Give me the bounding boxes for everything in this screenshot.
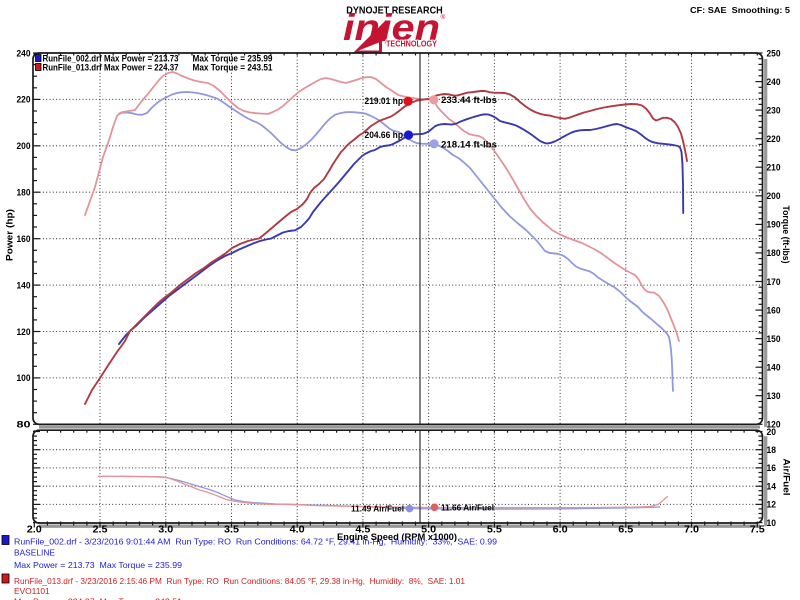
svg-text:16: 16 [767,463,777,473]
svg-text:TECHNOLOGY: TECHNOLOGY [386,38,437,48]
svg-text:180: 180 [17,188,31,198]
svg-text:14: 14 [767,481,777,491]
svg-text:219.01 hp: 219.01 hp [365,96,404,106]
svg-text:220: 220 [767,134,781,144]
svg-text:4.0: 4.0 [290,525,305,536]
svg-text:6.5: 6.5 [618,525,633,536]
svg-text:RunFile_002.drf Max Power = 21: RunFile_002.drf Max Power = 213.73 [43,53,179,63]
svg-text:200: 200 [767,191,781,201]
svg-text:130: 130 [767,391,781,401]
svg-text:3.5: 3.5 [224,525,239,536]
svg-text:6.0: 6.0 [553,525,568,536]
svg-text:230: 230 [767,105,781,115]
svg-text:10: 10 [767,518,777,528]
svg-text:250: 250 [767,48,781,58]
svg-text:20: 20 [767,427,777,437]
svg-text:Max Torque = 235.99: Max Torque = 235.99 [193,53,273,63]
svg-text:200: 200 [17,141,31,151]
svg-text:11.49 Air/Fuel: 11.49 Air/Fuel [351,504,404,513]
svg-text:180: 180 [767,248,781,258]
svg-text:100: 100 [17,373,31,383]
svg-text:18: 18 [767,445,777,455]
svg-text:7.5: 7.5 [750,525,765,536]
svg-text:®: ® [441,13,446,21]
svg-text:Air/Fuel: Air/Fuel [781,459,792,496]
svg-text:5.0: 5.0 [421,525,436,536]
svg-text:BASELINE: BASELINE [14,548,55,558]
svg-text:80: 80 [17,420,31,430]
svg-text:240: 240 [17,48,31,58]
svg-text:4.5: 4.5 [355,525,370,536]
svg-text:Power (hp): Power (hp) [5,209,16,261]
svg-text:Max Power = 213.73 Max Torque: Max Power = 213.73 Max Torque = 235.99 [14,560,182,570]
svg-text:210: 210 [767,163,781,173]
svg-text:11.66 Air/Fuel: 11.66 Air/Fuel [441,503,494,512]
svg-text:240: 240 [767,77,781,87]
svg-text:injen: injen [343,7,440,48]
svg-text:7.0: 7.0 [684,525,699,536]
svg-text:218.14 ft-lbs: 218.14 ft-lbs [441,139,497,149]
svg-text:233.44 ft-lbs: 233.44 ft-lbs [441,95,497,105]
svg-text:140: 140 [17,280,31,290]
svg-text:EVO1101: EVO1101 [14,586,50,596]
svg-text:Engine Speed (RPM x1000): Engine Speed (RPM x1000) [337,532,457,542]
svg-text:150: 150 [767,334,781,344]
svg-text:Torque (ft-lbs): Torque (ft-lbs) [780,206,791,264]
svg-text:160: 160 [767,305,781,315]
svg-text:RunFile_013.drf Max Power = 22: RunFile_013.drf Max Power = 224.37 [43,62,179,72]
svg-text:3.0: 3.0 [158,525,173,536]
svg-text:204.66 hp: 204.66 hp [365,130,404,140]
svg-text:190: 190 [767,220,781,230]
svg-text:5.5: 5.5 [487,525,502,536]
svg-text:DYNOJET RESEARCH: DYNOJET RESEARCH [346,4,443,16]
svg-text:2.5: 2.5 [93,525,108,536]
svg-text:Max Torque = 243.51: Max Torque = 243.51 [193,62,273,72]
svg-text:120: 120 [17,327,31,337]
svg-text:220: 220 [17,95,31,105]
svg-text:12: 12 [767,500,777,510]
svg-text:140: 140 [767,362,781,372]
svg-text:RunFile_002.drf - 3/23/2016 9:: RunFile_002.drf - 3/23/2016 9:01:44 AM R… [14,537,497,547]
svg-text:2.0: 2.0 [27,525,42,536]
svg-text:120: 120 [767,420,781,430]
svg-text:Max Power = 224.37 Max Torque: Max Power = 224.37 Max Torque = 243.51 [14,597,182,600]
svg-text:170: 170 [767,277,781,287]
svg-text:RunFile_013.drf - 3/23/2016 2:: RunFile_013.drf - 3/23/2016 2:15:46 PM R… [14,576,465,586]
svg-text:160: 160 [17,234,31,244]
svg-text:CF: SAE Smoothing: 5: CF: SAE Smoothing: 5 [690,5,790,15]
